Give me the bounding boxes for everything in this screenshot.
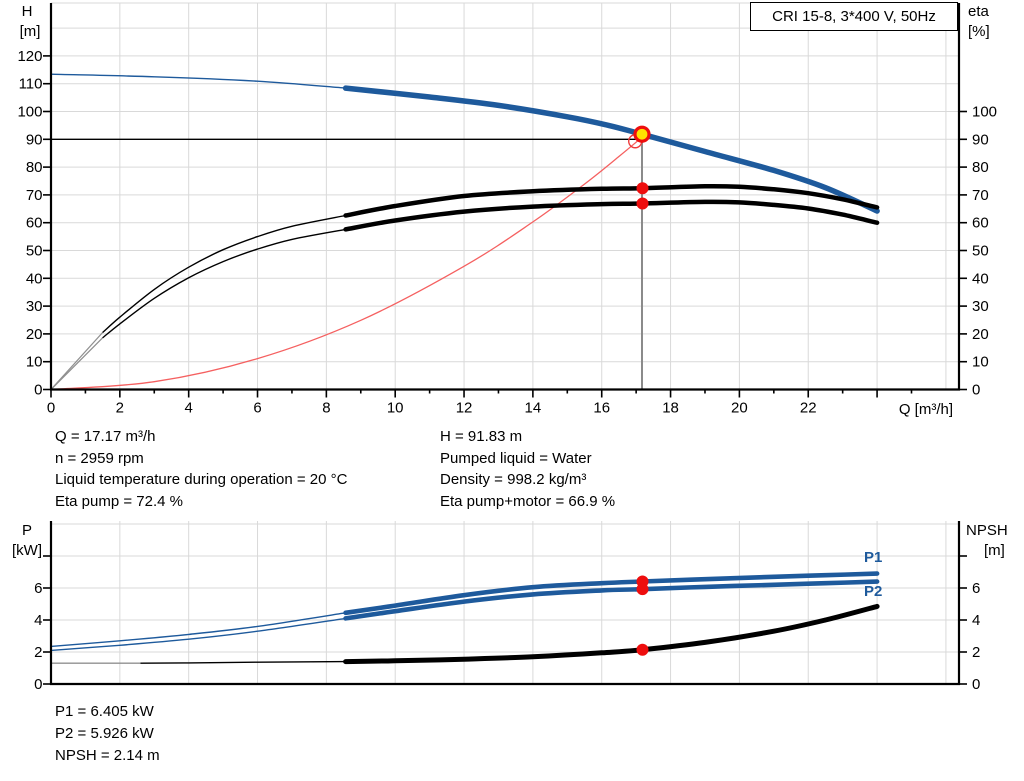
q-tick-label: 16 [593,400,610,417]
p-axis-unit: [kW] [12,542,42,559]
eta-tick-label: 30 [972,298,989,315]
h-axis-label: H [21,3,33,20]
P2-curve-thin [50,617,346,652]
annotation-n: n = 2959 rpm [55,450,144,467]
NPSH-curve [343,603,880,665]
hq-eta-chart[interactable]: 0102030405060708090100110120010203040506… [17,2,997,417]
eta-axis-label: eta [968,3,989,20]
q-tick-label: 2 [116,400,124,417]
eta-pump-thin [102,214,346,334]
eta-pump-motor [343,199,880,232]
P1-curve-thin [50,612,346,648]
power-operating-dot [636,643,649,656]
h-tick-label: 90 [26,131,43,148]
p-tick-label: 0 [34,676,42,693]
eta-tick-label: 70 [972,187,989,204]
pump-curve-H-thin [50,73,346,89]
h-tick-label: 70 [26,187,43,204]
p2-curve-label: P2 [864,583,883,600]
h-tick-label: 50 [26,243,43,260]
p-axis-label: P [21,522,32,539]
p-tick-label: 2 [34,644,42,661]
q-tick-label: 14 [525,400,542,417]
h-tick-label: 30 [26,298,43,315]
eta-tick-label: 90 [972,131,989,148]
eta-operating-dot [636,197,649,210]
NPSH-curve-thin [140,660,346,664]
h-tick-label: 110 [19,76,43,93]
h-tick-label: 120 [17,48,42,65]
eta-pump-motor-thin [102,228,346,339]
pump-curve-H [342,85,880,214]
q-tick-label: 20 [731,400,748,417]
q-axis-label: Q [m³/h] [898,401,953,418]
h-tick-label: 0 [34,382,42,399]
npsh-tick-label: 0 [972,676,980,693]
q-tick-label: 10 [387,400,404,417]
q-tick-label: 0 [47,400,55,417]
npsh-tick-label: 4 [972,612,980,629]
q-tick-label: 22 [800,400,817,417]
pump-title-box: CRI 15-8, 3*400 V, 50Hz [750,2,958,31]
eta-tick-label: 0 [972,382,980,399]
annotation-density: Density = 998.2 kg/m³ [440,471,587,488]
duty-point-marker[interactable] [633,125,651,143]
annotation-liquid: Pumped liquid = Water [440,450,592,467]
h-tick-label: 80 [26,159,43,176]
power-npsh-chart[interactable]: 0 0 2 2 4 4 6 6 [34,521,980,693]
annotation-p2: P2 = 5.926 kW [55,725,154,742]
q-tick-label: 4 [185,400,193,417]
eta-axis-unit: [%] [968,23,990,40]
h-tick-label: 60 [26,215,43,232]
h-tick-label: 100 [17,104,42,121]
npsh-axis-label: NPSH [966,522,1008,539]
eta-tick-label: 40 [972,270,989,287]
p-tick-label: 4 [34,612,42,629]
annotation-npsh: NPSH = 2.14 m [55,747,160,764]
eta-tick-label: 60 [972,215,989,232]
q-tick-label: 12 [456,400,473,417]
q-tick-label: 18 [662,400,679,417]
npsh-tick-label: 2 [972,644,980,661]
h-tick-label: 40 [26,270,43,287]
q-tick-label: 6 [253,400,261,417]
npsh-tick-label: 6 [972,580,980,597]
annotation-q: Q = 17.17 m³/h [55,428,156,445]
eta-tick-label: 80 [972,159,989,176]
eta-tick-label: 10 [972,354,989,371]
h-axis-unit: [m] [19,23,41,40]
q-tick-label: 8 [322,400,330,417]
annotation-temp: Liquid temperature during operation = 20… [55,471,348,488]
P1-curve [343,571,880,616]
annotation-h: H = 91.83 m [440,428,523,445]
power-operating-dot [636,583,649,596]
annotation-eta-total: Eta pump+motor = 66.9 % [440,493,616,510]
annotation-p1: P1 = 6.405 kW [55,703,154,720]
eta-tick-label: 20 [972,326,989,343]
p1-curve-label: P1 [864,549,883,566]
eta-pump [343,183,880,218]
h-tick-label: 10 [26,354,43,371]
P2-curve [343,579,880,621]
npsh-axis-unit: [m] [984,542,1005,559]
eta-pump-motor-lead [50,337,104,390]
eta-tick-label: 100 [972,104,997,121]
annotation-eta: Eta pump = 72.4 % [55,493,183,510]
eta-tick-label: 50 [972,243,989,260]
p-tick-label: 6 [34,580,42,597]
h-tick-label: 20 [26,326,43,343]
eta-operating-dot [636,182,649,195]
system-curve [50,138,641,391]
